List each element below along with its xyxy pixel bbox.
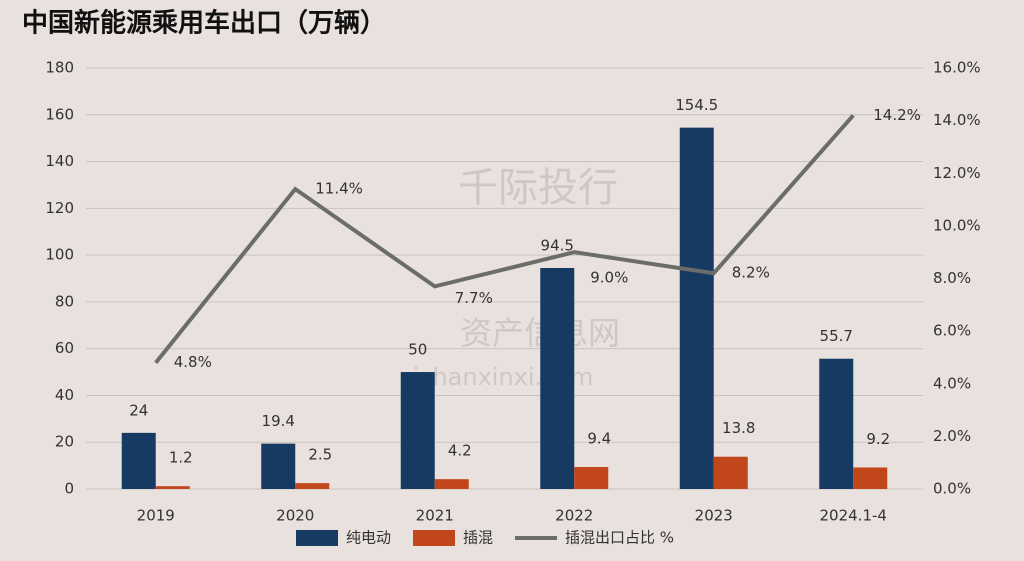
bar-value-label: 154.5 bbox=[675, 96, 718, 114]
y2-tick-label: 0.0% bbox=[933, 480, 971, 498]
watermark-text: 资产信息网 bbox=[460, 314, 620, 352]
bar-value-label: 19.4 bbox=[262, 412, 295, 430]
x-tick-label: 2019 bbox=[137, 507, 175, 525]
legend-swatch bbox=[413, 530, 456, 546]
bar bbox=[679, 127, 714, 490]
bar bbox=[295, 483, 330, 489]
y-tick-label: 80 bbox=[55, 292, 74, 310]
y-tick-label: 140 bbox=[45, 152, 74, 170]
bar-value-label: 50 bbox=[408, 341, 427, 359]
y-tick-label: 100 bbox=[45, 246, 74, 264]
watermark-text: 千际投行 bbox=[458, 165, 618, 211]
y2-tick-label: 12.0% bbox=[933, 164, 981, 182]
bar-value-label: 24 bbox=[129, 401, 148, 419]
x-tick-label: 2022 bbox=[555, 507, 593, 525]
y2-tick-label: 2.0% bbox=[933, 427, 971, 445]
legend-label: 纯电动 bbox=[346, 529, 391, 547]
line-value-label: 11.4% bbox=[315, 180, 363, 198]
bar bbox=[261, 443, 296, 489]
legend-label: 插混 bbox=[463, 529, 493, 547]
bar-value-label: 2.5 bbox=[308, 446, 332, 464]
line bbox=[154, 114, 855, 364]
y-tick-label: 0 bbox=[64, 480, 74, 498]
bar bbox=[819, 358, 854, 489]
bar bbox=[155, 486, 190, 489]
bar-value-label: 9.2 bbox=[866, 430, 890, 448]
legend-swatch bbox=[296, 530, 338, 546]
bar bbox=[713, 456, 748, 489]
bar-value-label: 1.2 bbox=[169, 449, 193, 467]
bar bbox=[434, 479, 469, 489]
bar-value-label: 55.7 bbox=[820, 327, 853, 345]
line-value-label: 4.8% bbox=[174, 353, 212, 371]
bar bbox=[853, 467, 888, 489]
y-tick-label: 20 bbox=[55, 433, 74, 451]
line-value-label: 9.0% bbox=[590, 269, 628, 287]
line-value-label: 14.2% bbox=[873, 106, 921, 124]
y2-tick-label: 16.0% bbox=[933, 59, 981, 77]
line-value-label: 8.2% bbox=[732, 264, 770, 282]
legend-label: 插混出口占比 % bbox=[565, 529, 674, 547]
chart-title: 中国新能源乘用车出口（万辆） bbox=[22, 8, 386, 39]
y-tick-label: 160 bbox=[45, 105, 74, 123]
x-tick-label: 2021 bbox=[416, 507, 454, 525]
bar bbox=[574, 467, 609, 489]
bar bbox=[121, 432, 156, 489]
x-tick-label: 2020 bbox=[276, 507, 314, 525]
y2-tick-label: 4.0% bbox=[933, 374, 971, 392]
bar-value-label: 9.4 bbox=[587, 430, 611, 448]
y-tick-label: 40 bbox=[55, 386, 74, 404]
bar-value-label: 94.5 bbox=[541, 236, 574, 254]
line-value-label: 7.7% bbox=[455, 289, 493, 307]
bar-value-label: 13.8 bbox=[722, 419, 755, 437]
y2-tick-label: 8.0% bbox=[933, 269, 971, 287]
x-tick-label: 2024.1-4 bbox=[820, 507, 887, 525]
bar-value-label: 4.2 bbox=[448, 442, 472, 460]
x-tick-label: 2023 bbox=[695, 507, 733, 525]
y-tick-label: 60 bbox=[55, 339, 74, 357]
y2-tick-label: 14.0% bbox=[933, 111, 981, 129]
bar bbox=[400, 372, 435, 489]
y-tick-label: 180 bbox=[45, 59, 74, 77]
bar bbox=[540, 267, 575, 489]
y2-tick-label: 6.0% bbox=[933, 322, 971, 340]
y2-tick-label: 10.0% bbox=[933, 216, 981, 234]
y-tick-label: 120 bbox=[45, 199, 74, 217]
